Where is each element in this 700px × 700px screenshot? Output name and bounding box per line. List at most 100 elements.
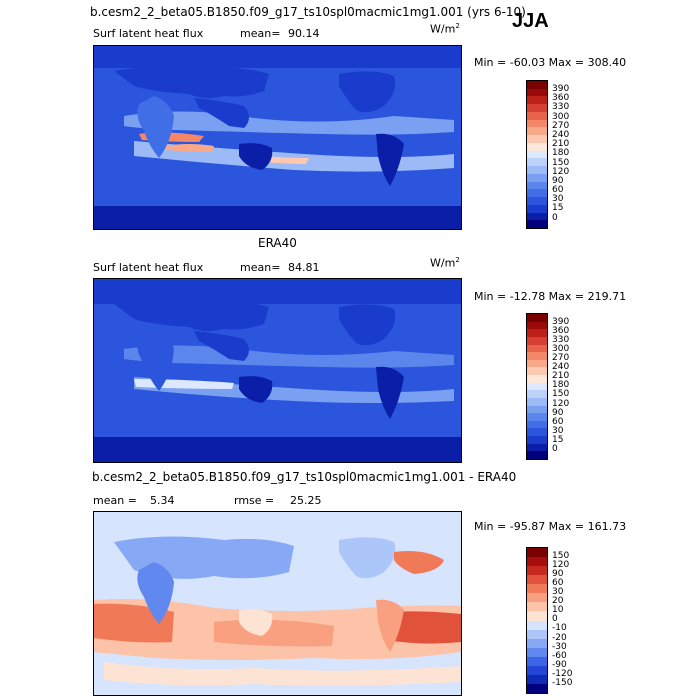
panel2-colorbar: [526, 313, 548, 460]
colorbar-tick-label: 10: [552, 605, 564, 616]
colorbar-swatch: [527, 428, 547, 437]
colorbar-swatch: [527, 88, 547, 97]
colorbar-tick-label: 15: [552, 203, 564, 214]
colorbar-tick-label: 180: [552, 380, 570, 391]
colorbar-swatch: [527, 451, 547, 460]
colorbar-tick-label: 15: [552, 434, 564, 445]
colorbar-swatch: [527, 104, 547, 113]
season-label: JJA: [512, 10, 549, 32]
colorbar-tick-label: 120: [552, 560, 570, 571]
colorbar-tick-label: -150: [552, 677, 573, 688]
colorbar-tick-label: 30: [552, 587, 564, 598]
colorbar-tick-label: 300: [552, 111, 570, 122]
panel2-mean-label: mean=: [240, 261, 281, 274]
colorbar-swatch: [527, 220, 547, 229]
colorbar-swatch: [527, 81, 547, 90]
colorbar-swatch: [527, 566, 547, 576]
panel1-mean-label: mean=: [240, 27, 281, 40]
colorbar-swatch: [527, 336, 547, 346]
colorbar-swatch: [527, 321, 547, 330]
panel1-minmax: Min = -60.03 Max = 308.40: [474, 56, 627, 69]
colorbar-swatch: [527, 436, 547, 445]
colorbar-tick-label: -90: [552, 659, 567, 670]
colorbar-swatch: [527, 212, 547, 221]
colorbar-swatch: [527, 158, 547, 167]
panel1-title: b.cesm2_2_beta05.B1850.f09_g17_ts10spl0m…: [90, 5, 526, 19]
colorbar-swatch: [527, 142, 547, 152]
panel3-rmse-label: rmse =: [234, 494, 275, 507]
colorbar-swatch: [527, 96, 547, 105]
colorbar-tick-label: 360: [552, 93, 570, 104]
colorbar-swatch: [527, 359, 547, 368]
colorbar-swatch: [527, 575, 547, 585]
panel1-mean-value: 90.14: [288, 27, 320, 40]
colorbar-tick-label: 180: [552, 148, 570, 159]
colorbar-swatch: [527, 602, 547, 612]
panel3-title: b.cesm2_2_beta05.B1850.f09_g17_ts10spl0m…: [92, 470, 517, 484]
colorbar-swatch: [527, 405, 547, 414]
colorbar-swatch: [527, 629, 547, 640]
panel2-minmax: Min = -12.78 Max = 219.71: [474, 290, 627, 303]
colorbar-tick-label: -60: [552, 650, 567, 661]
colorbar-swatch: [527, 314, 547, 323]
colorbar-tick-label: -10: [552, 623, 567, 634]
colorbar-tick-label: 150: [552, 550, 570, 561]
colorbar-swatch: [527, 611, 547, 621]
colorbar-tick-label: 270: [552, 353, 570, 364]
colorbar-tick-label: 210: [552, 139, 570, 150]
colorbar-swatch: [527, 150, 547, 159]
colorbar-swatch: [527, 674, 547, 685]
panel1-units: W/m2: [430, 22, 460, 36]
colorbar-tick-label: 120: [552, 398, 570, 409]
colorbar-swatch: [527, 683, 547, 694]
colorbar-swatch: [527, 390, 547, 399]
colorbar-tick-label: 270: [552, 120, 570, 131]
colorbar-swatch: [527, 584, 547, 594]
colorbar-tick-label: 150: [552, 157, 570, 168]
colorbar-swatch: [527, 204, 547, 214]
panel3-map: [93, 511, 462, 696]
colorbar-tick-label: 0: [552, 443, 558, 454]
colorbar-swatch: [527, 443, 547, 452]
colorbar-swatch: [527, 181, 547, 190]
colorbar-swatch: [527, 352, 547, 361]
panel3-mean-value: 5.34: [150, 494, 175, 507]
colorbar-swatch: [527, 119, 547, 128]
colorbar-tick-label: 330: [552, 102, 570, 113]
colorbar-swatch: [527, 647, 547, 658]
colorbar-tick-label: 240: [552, 362, 570, 373]
panel2-mean-value: 84.81: [288, 261, 320, 274]
colorbar-swatch: [527, 173, 547, 183]
colorbar-tick-label: 150: [552, 389, 570, 400]
colorbar-tick-label: 300: [552, 344, 570, 355]
panel2-title: ERA40: [258, 236, 297, 250]
colorbar-tick-label: 210: [552, 371, 570, 382]
colorbar-swatch: [527, 135, 547, 144]
colorbar-tick-label: 390: [552, 84, 570, 95]
colorbar-swatch: [527, 665, 547, 676]
panel1-map: [93, 45, 462, 230]
colorbar-swatch: [527, 197, 547, 206]
panel2-units: W/m2: [430, 256, 460, 270]
colorbar-tick-label: -30: [552, 641, 567, 652]
panel2-map: [93, 278, 462, 463]
colorbar-swatch: [527, 397, 547, 407]
colorbar-swatch: [527, 367, 547, 376]
panel3-colorbar: [526, 547, 548, 694]
colorbar-tick-label: 30: [552, 425, 564, 436]
colorbar-swatch: [527, 638, 547, 649]
panel1-colorbar: [526, 80, 548, 229]
panel3-minmax: Min = -95.87 Max = 161.73: [474, 520, 627, 533]
colorbar-tick-label: 360: [552, 326, 570, 337]
colorbar-swatch: [527, 329, 547, 338]
panel3-mean-label: mean =: [93, 494, 137, 507]
colorbar-tick-label: 240: [552, 129, 570, 140]
colorbar-tick-label: -120: [552, 668, 573, 679]
colorbar-tick-label: 20: [552, 596, 564, 607]
panel2-field-label: Surf latent heat flux: [93, 261, 204, 274]
colorbar-swatch: [527, 127, 547, 136]
colorbar-tick-label: 0: [552, 212, 558, 223]
colorbar-tick-label: 120: [552, 166, 570, 177]
colorbar-swatch: [527, 420, 547, 429]
colorbar-tick-label: 90: [552, 569, 564, 580]
